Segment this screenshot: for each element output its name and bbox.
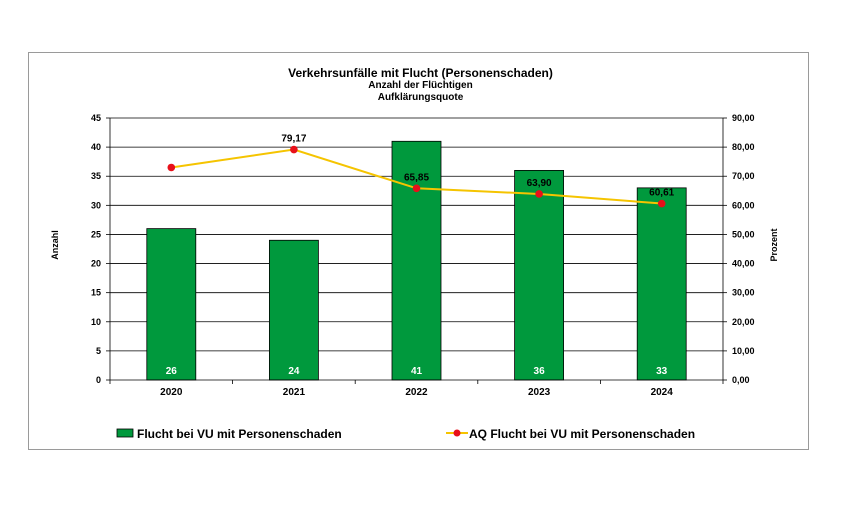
legend-bar-swatch [116,428,134,438]
y-right-tick-label: 80,00 [732,142,755,152]
y-left-tick-label: 20 [91,259,101,269]
y-left-tick-label: 10 [91,317,101,327]
bar-value-label: 36 [534,366,546,377]
x-tick-label: 2020 [160,387,183,398]
y-left-tick-label: 30 [91,200,101,210]
y-right-tick-label: 20,00 [732,317,755,327]
y-left-tick-label: 15 [91,288,101,298]
legend-bar-label: Flucht bei VU mit Personenschaden [137,427,342,441]
y-right-tick-label: 30,00 [732,288,755,298]
y-left-tick-label: 45 [91,113,101,123]
bar [636,187,687,381]
bar [268,239,319,381]
line-value-label: 79,17 [281,134,306,145]
bar-value-label: 41 [411,366,423,377]
x-tick-label: 2023 [528,387,551,398]
legend: Flucht bei VU mit Personenschaden AQ Flu… [116,427,695,441]
line-point [412,184,421,193]
y-right-tick-label: 90,00 [732,113,755,123]
y-left-tick-label: 5 [96,346,101,356]
bar-value-label: 33 [656,366,668,377]
line-value-label: 63,90 [527,178,552,189]
y-right-tick-label: 60,00 [732,200,755,210]
line-point [167,163,176,172]
legend-line-label: AQ Flucht bei VU mit Personenschaden [469,427,695,441]
legend-line-marker [453,429,461,437]
line-point [657,199,666,208]
y-left-tick-label: 25 [91,229,101,239]
bar-series: 26 24 41 36 33 [146,140,687,381]
x-tick-label: 2024 [651,387,674,398]
y-right-tick-label: 50,00 [732,229,755,239]
y-right-tick-label: 70,00 [732,171,755,181]
chart-subtitle-rate: Aufklärungsquote [377,92,464,103]
y-right-tick-label: 40,00 [732,259,755,269]
y-axis-right-label: Prozent [769,228,779,261]
axes: 0 5 10 15 20 25 30 35 40 45 0,00 10,00 20,00 30,00 40,… [91,113,755,398]
bar-value-label: 24 [288,366,300,377]
bar [391,140,442,381]
line-series: 79,17 65,85 63,90 60,61 [167,134,675,208]
line-value-label: 60,61 [649,188,674,199]
x-tick-label: 2022 [405,387,428,398]
y-axis-left-label: Anzahl [50,230,60,260]
chart-subtitle-count: Anzahl der Flüchtigen [368,80,473,91]
y-right-tick-label: 0,00 [732,375,750,385]
y-left-tick-label: 0 [96,375,101,385]
bar [514,169,564,381]
line-point [535,190,543,198]
x-tick-label: 2021 [283,387,306,398]
bar [146,228,197,381]
y-left-tick-label: 35 [91,171,101,181]
bar-value-label: 26 [166,366,178,377]
line-point [290,145,298,154]
line-value-label: 65,85 [404,172,429,183]
chart-title: Verkehrsunfälle mit Flucht (Personenscha… [288,66,553,80]
y-left-tick-label: 40 [91,142,101,152]
y-right-tick-label: 10,00 [732,346,755,356]
